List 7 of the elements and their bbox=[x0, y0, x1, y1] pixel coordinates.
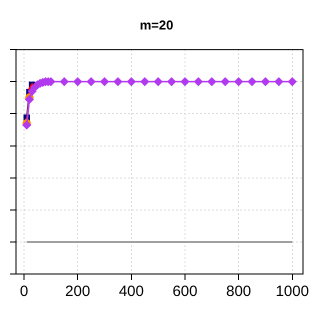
x-tick-label: 200 bbox=[65, 283, 90, 300]
x-tick-label: 1000 bbox=[276, 283, 309, 300]
chart-title: m=20 bbox=[140, 17, 174, 32]
x-tick-label: 400 bbox=[118, 283, 144, 300]
x-tick-label: 0 bbox=[20, 283, 28, 300]
x-tick-label: 600 bbox=[172, 283, 198, 300]
x-tick-label: 800 bbox=[226, 283, 252, 300]
